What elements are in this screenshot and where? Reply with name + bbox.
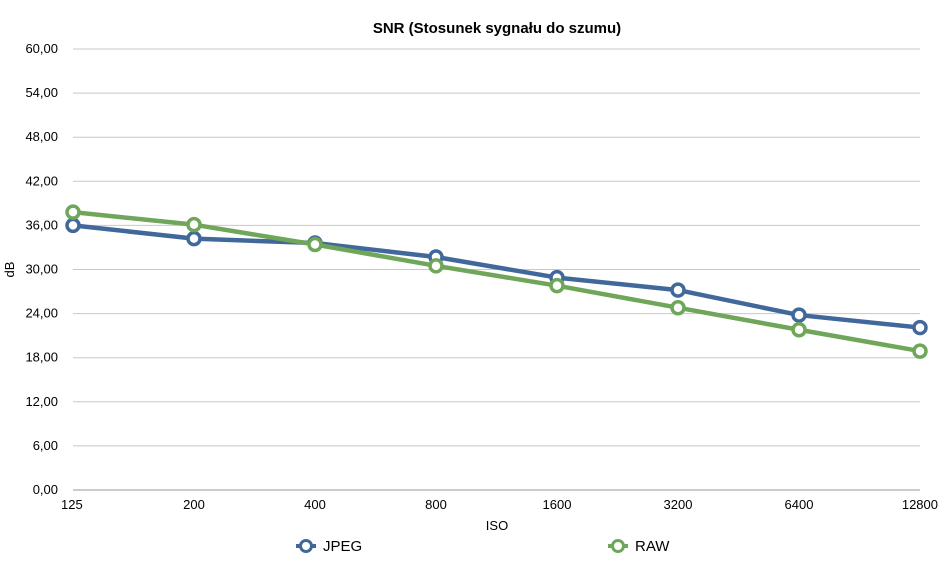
data-point — [65, 204, 81, 220]
x-axis-ticks: 125 200 400 800 1600 3200 6400 12800 — [61, 497, 938, 512]
x-tick-label: 12800 — [902, 497, 938, 512]
y-tick-label: 30,00 — [25, 262, 58, 277]
data-point — [791, 307, 807, 323]
series-layer — [65, 204, 928, 359]
y-tick-label: 36,00 — [25, 217, 58, 232]
data-point — [65, 217, 81, 234]
x-tick-label: 1600 — [543, 497, 572, 512]
series-line — [70, 223, 923, 330]
x-tick-label: 400 — [304, 497, 326, 512]
data-point — [912, 343, 928, 359]
x-axis-title: ISO — [486, 518, 508, 533]
data-point — [186, 216, 202, 233]
y-axis-ticks: 0,00 6,00 12,00 18,00 24,00 30,00 36,00 42,00 48… — [25, 41, 58, 497]
legend-label: JPEG — [323, 538, 362, 555]
x-tick-label: 800 — [425, 497, 447, 512]
legend-swatch-marker — [611, 539, 625, 553]
y-tick-label: 42,00 — [25, 173, 58, 188]
y-tick-label: 24,00 — [25, 306, 58, 321]
series-raw — [65, 204, 928, 359]
y-tick-label: 18,00 — [25, 350, 58, 365]
legend-item: JPEG — [296, 538, 362, 555]
y-tick-label: 48,00 — [25, 129, 58, 144]
chart-title: SNR (Stosunek sygnału do szumu) — [373, 20, 621, 37]
x-tick-label: 3200 — [664, 497, 693, 512]
legend-swatch-marker — [299, 539, 313, 553]
data-point — [670, 299, 686, 316]
data-point — [791, 322, 807, 338]
y-tick-label: 0,00 — [33, 482, 58, 497]
x-tick-label: 6400 — [785, 497, 814, 512]
series-jpeg — [65, 217, 928, 336]
y-tick-label: 6,00 — [33, 438, 58, 453]
y-tick-label: 60,00 — [25, 41, 58, 56]
y-tick-label: 12,00 — [25, 394, 58, 409]
x-tick-label: 125 — [61, 497, 83, 512]
data-point — [307, 236, 323, 253]
data-point — [549, 277, 565, 294]
y-axis-title: dB — [2, 262, 17, 278]
y-tick-label: 54,00 — [25, 85, 58, 100]
data-point — [670, 282, 686, 298]
legend-label: RAW — [635, 538, 670, 555]
data-point — [912, 319, 928, 336]
data-point — [186, 230, 202, 247]
legend: JPEG RAW — [296, 538, 670, 555]
series-line — [70, 209, 923, 354]
data-point — [428, 258, 444, 274]
legend-item: RAW — [608, 538, 670, 555]
x-tick-label: 200 — [183, 497, 205, 512]
